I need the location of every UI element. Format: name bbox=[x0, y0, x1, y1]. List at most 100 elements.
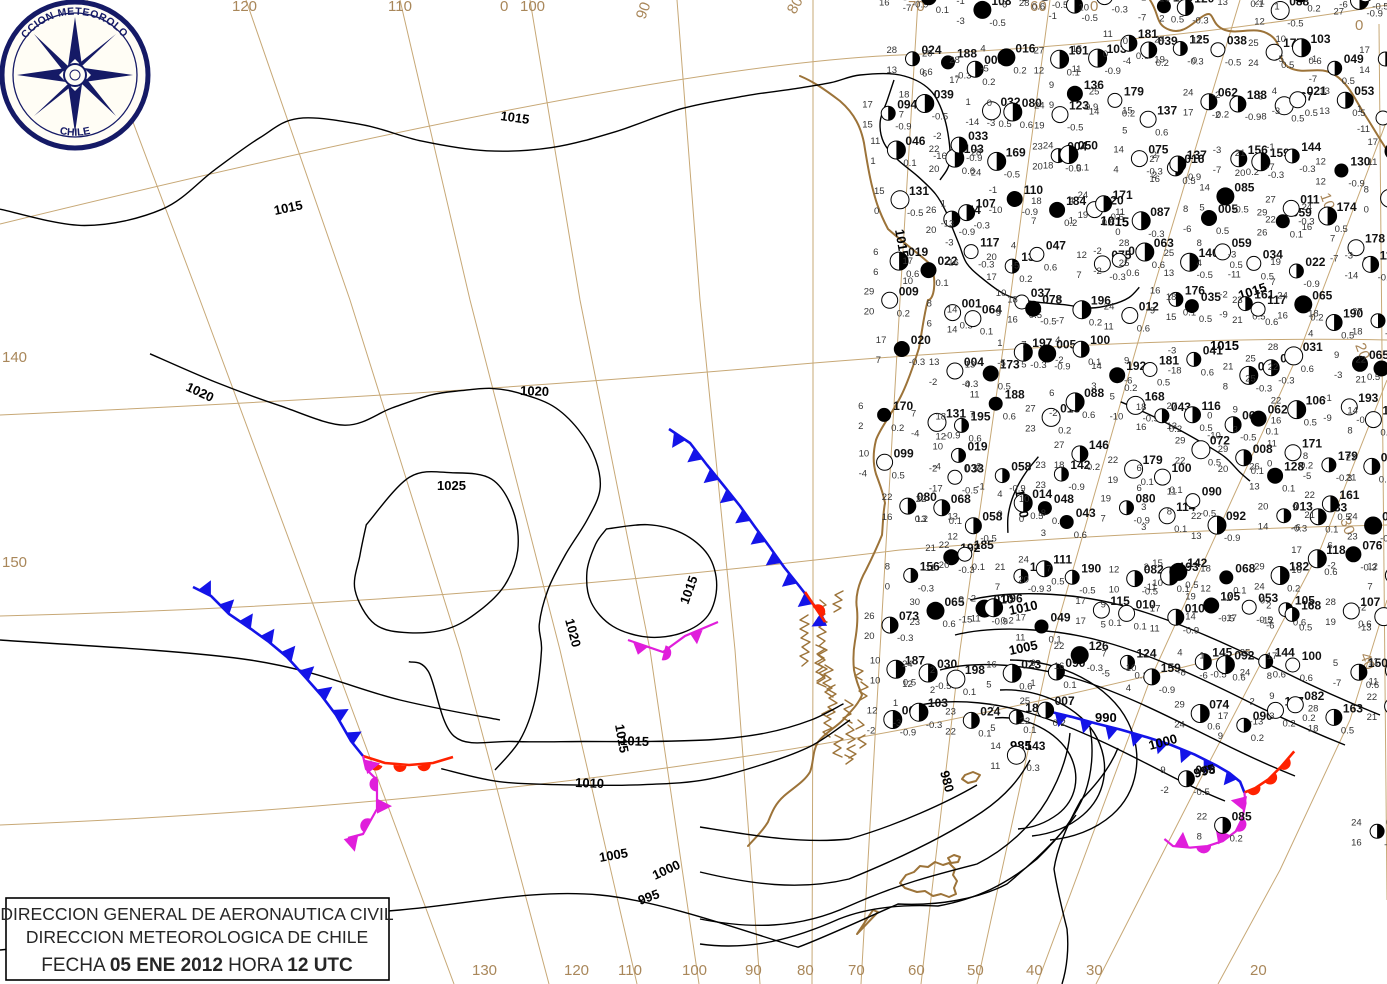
svg-text:7: 7 bbox=[1076, 270, 1081, 281]
svg-text:22: 22 bbox=[939, 540, 950, 551]
svg-text:-0.3: -0.3 bbox=[926, 720, 942, 731]
svg-text:0.5: 0.5 bbox=[1185, 580, 1198, 591]
svg-text:1: 1 bbox=[941, 199, 946, 210]
svg-text:24: 24 bbox=[1351, 817, 1362, 828]
svg-text:21: 21 bbox=[1254, 0, 1265, 8]
svg-text:28: 28 bbox=[971, 147, 982, 158]
svg-text:085: 085 bbox=[1234, 180, 1254, 194]
svg-text:0.6: 0.6 bbox=[1020, 120, 1033, 131]
svg-text:-7: -7 bbox=[1266, 162, 1274, 173]
svg-text:8: 8 bbox=[1303, 451, 1308, 462]
svg-text:0.6: 0.6 bbox=[1137, 324, 1150, 335]
svg-text:1: 1 bbox=[893, 698, 898, 709]
svg-text:24: 24 bbox=[1240, 668, 1251, 679]
svg-text:110: 110 bbox=[388, 0, 412, 15]
svg-text:12: 12 bbox=[1367, 561, 1378, 572]
svg-text:0: 0 bbox=[1267, 459, 1272, 470]
svg-text:5: 5 bbox=[1021, 360, 1026, 371]
svg-text:4: 4 bbox=[980, 43, 985, 54]
svg-text:21: 21 bbox=[1232, 315, 1243, 326]
svg-text:-0.5: -0.5 bbox=[1287, 19, 1303, 30]
svg-text:22: 22 bbox=[1020, 716, 1031, 727]
svg-text:9: 9 bbox=[1292, 503, 1297, 514]
svg-text:0.2: 0.2 bbox=[897, 308, 910, 319]
svg-text:-2: -2 bbox=[1049, 408, 1057, 419]
svg-text:0: 0 bbox=[874, 206, 879, 217]
svg-text:13: 13 bbox=[1319, 86, 1330, 97]
svg-text:-3: -3 bbox=[893, 718, 901, 729]
svg-text:28: 28 bbox=[887, 45, 898, 56]
svg-text:-0.3: -0.3 bbox=[1112, 5, 1128, 16]
svg-text:12: 12 bbox=[1109, 565, 1120, 576]
svg-text:18: 18 bbox=[1308, 723, 1319, 734]
svg-text:0.6: 0.6 bbox=[1082, 410, 1095, 421]
svg-text:21: 21 bbox=[995, 562, 1006, 573]
svg-text:24: 24 bbox=[1277, 290, 1288, 301]
svg-text:4: 4 bbox=[1177, 648, 1182, 659]
svg-text:-3: -3 bbox=[1168, 345, 1176, 356]
svg-text:24: 24 bbox=[1104, 302, 1115, 313]
svg-text:-1: -1 bbox=[1323, 393, 1331, 404]
svg-text:-1: -1 bbox=[1138, 0, 1146, 3]
svg-text:25: 25 bbox=[1240, 648, 1251, 659]
svg-text:-18: -18 bbox=[1168, 365, 1182, 376]
svg-text:022: 022 bbox=[1305, 255, 1325, 269]
svg-text:DIRECCION METEOROLOGICA DE CHI: DIRECCION METEOROLOGICA DE CHILE bbox=[26, 927, 368, 947]
svg-text:0: 0 bbox=[997, 509, 1002, 520]
svg-text:6: 6 bbox=[922, 68, 927, 79]
svg-text:21: 21 bbox=[1346, 472, 1357, 483]
svg-text:1: 1 bbox=[1274, 1, 1279, 12]
svg-text:-2: -2 bbox=[1160, 785, 1168, 796]
svg-text:1015: 1015 bbox=[612, 723, 632, 754]
svg-text:0: 0 bbox=[1115, 227, 1120, 238]
svg-text:-16: -16 bbox=[945, 258, 959, 269]
svg-text:-0.9: -0.9 bbox=[1159, 685, 1175, 696]
svg-text:179: 179 bbox=[1143, 453, 1163, 467]
svg-text:3: 3 bbox=[1041, 528, 1046, 539]
svg-text:0.1: 0.1 bbox=[1063, 680, 1076, 691]
svg-text:111: 111 bbox=[1053, 553, 1072, 567]
svg-text:14: 14 bbox=[947, 325, 958, 336]
svg-text:8: 8 bbox=[1056, 296, 1061, 307]
svg-text:-1: -1 bbox=[976, 482, 984, 493]
svg-text:28: 28 bbox=[1268, 342, 1279, 353]
svg-text:033: 033 bbox=[968, 129, 988, 143]
svg-text:15: 15 bbox=[1072, 44, 1083, 55]
svg-text:23: 23 bbox=[1346, 452, 1357, 463]
svg-text:22: 22 bbox=[1265, 214, 1276, 225]
svg-text:16: 16 bbox=[986, 659, 997, 670]
svg-text:16: 16 bbox=[1302, 222, 1313, 233]
svg-text:-2: -2 bbox=[968, 594, 976, 605]
svg-text:076: 076 bbox=[1362, 538, 1382, 552]
svg-text:031: 031 bbox=[1303, 340, 1323, 354]
svg-text:12: 12 bbox=[1034, 65, 1045, 76]
svg-text:088: 088 bbox=[1084, 386, 1104, 400]
svg-text:8: 8 bbox=[1347, 426, 1352, 437]
svg-text:048: 048 bbox=[1054, 492, 1074, 506]
svg-text:178: 178 bbox=[1365, 232, 1385, 246]
svg-text:-0.3: -0.3 bbox=[1109, 272, 1125, 283]
svg-text:-0.9: -0.9 bbox=[1105, 66, 1121, 77]
svg-text:80: 80 bbox=[797, 962, 814, 979]
svg-text:6: 6 bbox=[927, 319, 932, 330]
svg-text:30: 30 bbox=[910, 597, 921, 608]
svg-text:0.2: 0.2 bbox=[1053, 718, 1066, 729]
svg-text:19: 19 bbox=[1108, 475, 1119, 486]
svg-text:-2: -2 bbox=[933, 131, 941, 142]
svg-text:041: 041 bbox=[1203, 343, 1223, 357]
svg-text:12: 12 bbox=[1200, 583, 1211, 594]
svg-text:24: 24 bbox=[1248, 58, 1259, 69]
svg-text:19: 19 bbox=[1270, 257, 1281, 268]
svg-text:13: 13 bbox=[929, 357, 940, 368]
svg-text:1: 1 bbox=[1357, 104, 1362, 115]
svg-text:11: 11 bbox=[870, 136, 880, 147]
svg-text:18: 18 bbox=[1136, 402, 1147, 413]
svg-text:10: 10 bbox=[933, 441, 944, 452]
svg-text:-0.3: -0.3 bbox=[1278, 376, 1294, 387]
svg-text:10: 10 bbox=[859, 448, 870, 459]
svg-text:25: 25 bbox=[1245, 374, 1256, 385]
svg-text:19: 19 bbox=[1101, 494, 1112, 505]
svg-text:-13: -13 bbox=[1358, 623, 1372, 634]
svg-text:0.5: 0.5 bbox=[1291, 114, 1304, 125]
svg-text:6: 6 bbox=[858, 401, 863, 412]
